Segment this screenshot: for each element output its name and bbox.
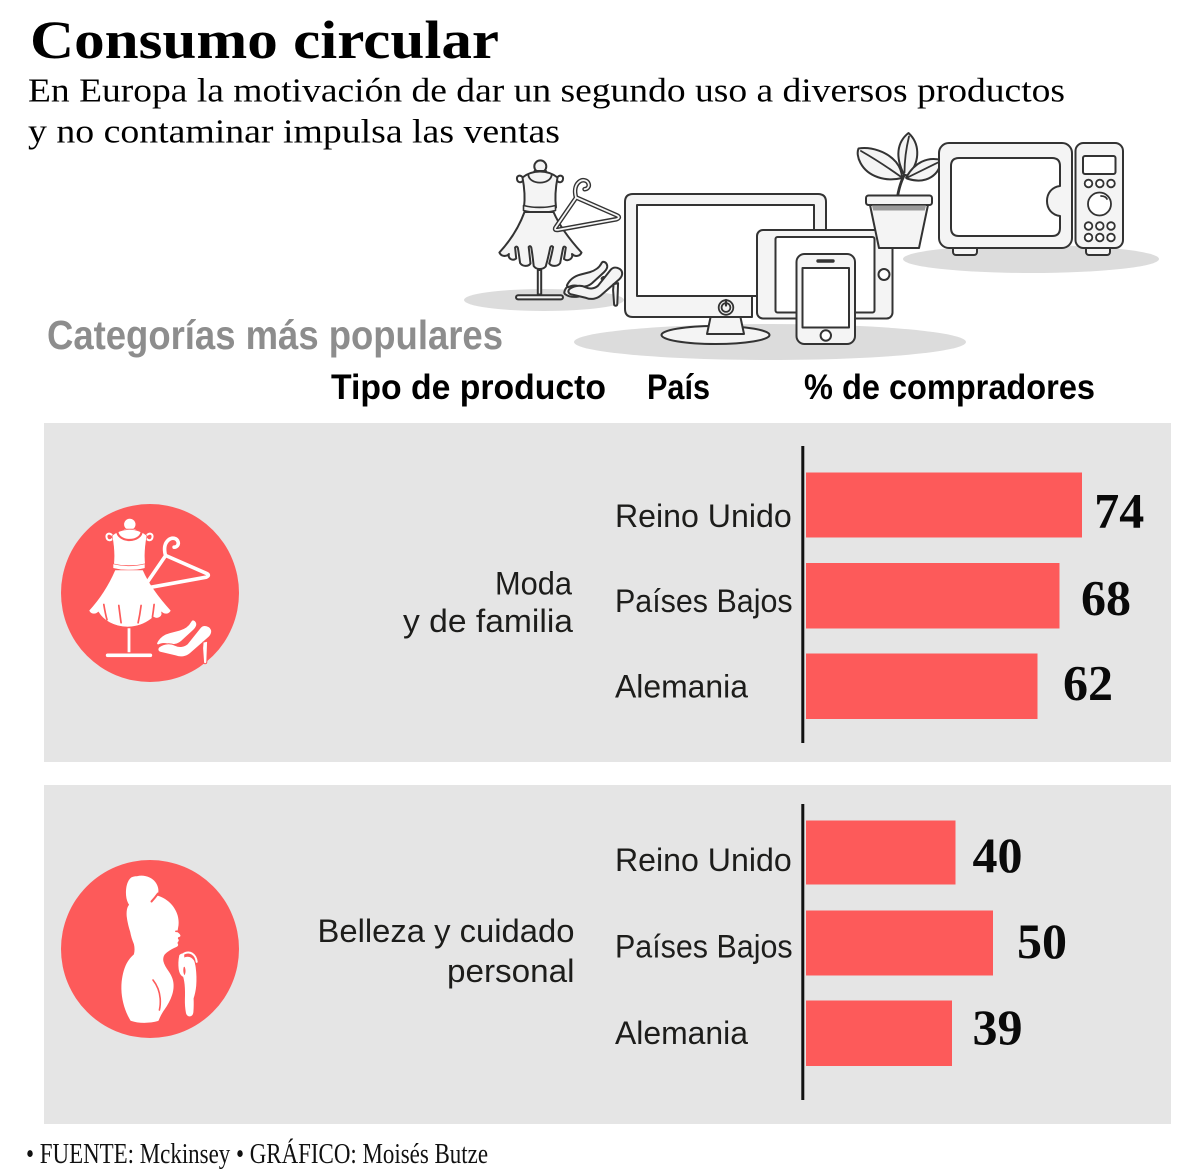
svg-text:Reino Unido: Reino Unido [615, 498, 792, 534]
svg-text:Reino Unido: Reino Unido [615, 842, 792, 878]
svg-text:40: 40 [973, 827, 1023, 883]
svg-text:Países Bajos: Países Bajos [615, 928, 793, 964]
svg-text:Consumo circular: Consumo circular [30, 10, 499, 70]
svg-text:País: País [647, 368, 710, 407]
svg-text:39: 39 [973, 999, 1023, 1055]
svg-text:Categorías más populares: Categorías más populares [47, 312, 503, 358]
svg-text:y no contaminar impulsa las ve: y no contaminar impulsa las ventas [28, 113, 560, 150]
svg-text:Países Bajos: Países Bajos [615, 583, 793, 619]
svg-text:personal: personal [447, 953, 575, 989]
svg-text:y de familia: y de familia [403, 603, 574, 639]
svg-text:74: 74 [1094, 483, 1144, 539]
svg-text:Belleza y cuidado: Belleza y cuidado [318, 913, 575, 949]
svg-text:62: 62 [1063, 655, 1113, 711]
svg-text:Alemania: Alemania [615, 669, 749, 705]
svg-text:Moda: Moda [495, 565, 573, 601]
svg-text:En Europa la motivación de dar: En Europa la motivación de dar un segund… [28, 73, 1065, 110]
svg-text:% de compradores: % de compradores [804, 368, 1095, 407]
svg-text:Tipo de producto: Tipo de producto [331, 368, 606, 407]
svg-text:68: 68 [1081, 570, 1131, 626]
svg-text:Alemania: Alemania [615, 1015, 749, 1051]
svg-text:50: 50 [1017, 913, 1067, 969]
svg-text:• FUENTE: Mckinsey • GRÁFICO:: • FUENTE: Mckinsey • GRÁFICO: Moisés But… [26, 1137, 488, 1170]
